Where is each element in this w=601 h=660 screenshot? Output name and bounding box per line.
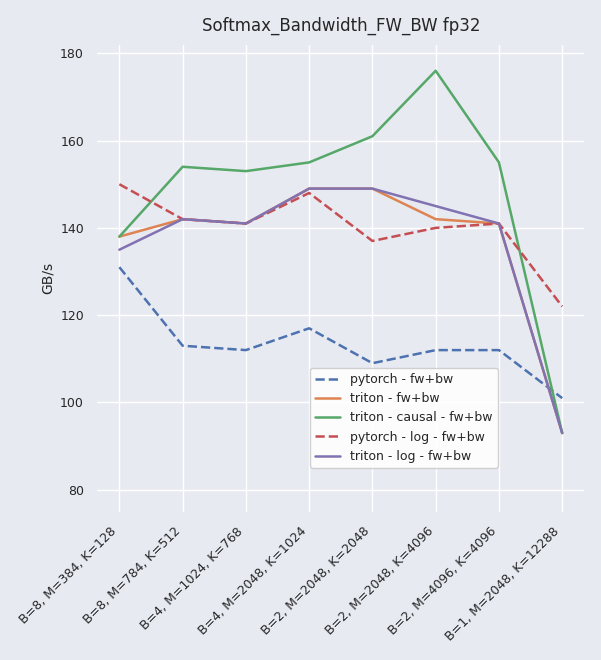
pytorch - log - fw+bw — [369, 237, 376, 245]
pytorch - fw+bw — [369, 359, 376, 367]
triton - causal - fw+bw — [116, 233, 123, 241]
triton - causal - fw+bw — [432, 67, 439, 75]
Title: Softmax_Bandwidth_FW_BW fp32: Softmax_Bandwidth_FW_BW fp32 — [201, 16, 480, 35]
pytorch - log - fw+bw — [242, 220, 249, 228]
triton - causal - fw+bw — [179, 163, 186, 171]
triton - causal - fw+bw — [369, 132, 376, 140]
pytorch - log - fw+bw — [116, 180, 123, 188]
triton - fw+bw — [369, 185, 376, 193]
pytorch - log - fw+bw — [495, 220, 502, 228]
triton - causal - fw+bw — [305, 158, 313, 166]
triton - causal - fw+bw — [242, 167, 249, 175]
pytorch - log - fw+bw — [305, 189, 313, 197]
triton - log - fw+bw — [432, 202, 439, 210]
triton - log - fw+bw — [116, 246, 123, 253]
pytorch - log - fw+bw — [558, 302, 566, 310]
pytorch - fw+bw — [242, 346, 249, 354]
Line: triton - causal - fw+bw: triton - causal - fw+bw — [120, 71, 562, 433]
triton - log - fw+bw — [242, 220, 249, 228]
pytorch - log - fw+bw — [432, 224, 439, 232]
pytorch - fw+bw — [305, 324, 313, 332]
Line: pytorch - log - fw+bw: pytorch - log - fw+bw — [120, 184, 562, 306]
triton - fw+bw — [116, 233, 123, 241]
triton - log - fw+bw — [495, 220, 502, 228]
triton - fw+bw — [179, 215, 186, 223]
pytorch - log - fw+bw — [179, 215, 186, 223]
pytorch - fw+bw — [495, 346, 502, 354]
triton - log - fw+bw — [305, 185, 313, 193]
pytorch - fw+bw — [116, 263, 123, 271]
triton - causal - fw+bw — [495, 158, 502, 166]
triton - log - fw+bw — [179, 215, 186, 223]
triton - fw+bw — [558, 429, 566, 437]
triton - log - fw+bw — [369, 185, 376, 193]
Legend: pytorch - fw+bw, triton - fw+bw, triton - causal - fw+bw, pytorch - log - fw+bw,: pytorch - fw+bw, triton - fw+bw, triton … — [310, 368, 498, 468]
triton - fw+bw — [242, 220, 249, 228]
Y-axis label: GB/s: GB/s — [41, 262, 55, 294]
triton - fw+bw — [305, 185, 313, 193]
pytorch - fw+bw — [432, 346, 439, 354]
Line: pytorch - fw+bw: pytorch - fw+bw — [120, 267, 562, 398]
triton - fw+bw — [495, 220, 502, 228]
triton - fw+bw — [432, 215, 439, 223]
pytorch - fw+bw — [558, 394, 566, 402]
triton - log - fw+bw — [558, 429, 566, 437]
pytorch - fw+bw — [179, 342, 186, 350]
triton - causal - fw+bw — [558, 429, 566, 437]
Line: triton - fw+bw: triton - fw+bw — [120, 189, 562, 433]
Line: triton - log - fw+bw: triton - log - fw+bw — [120, 189, 562, 433]
